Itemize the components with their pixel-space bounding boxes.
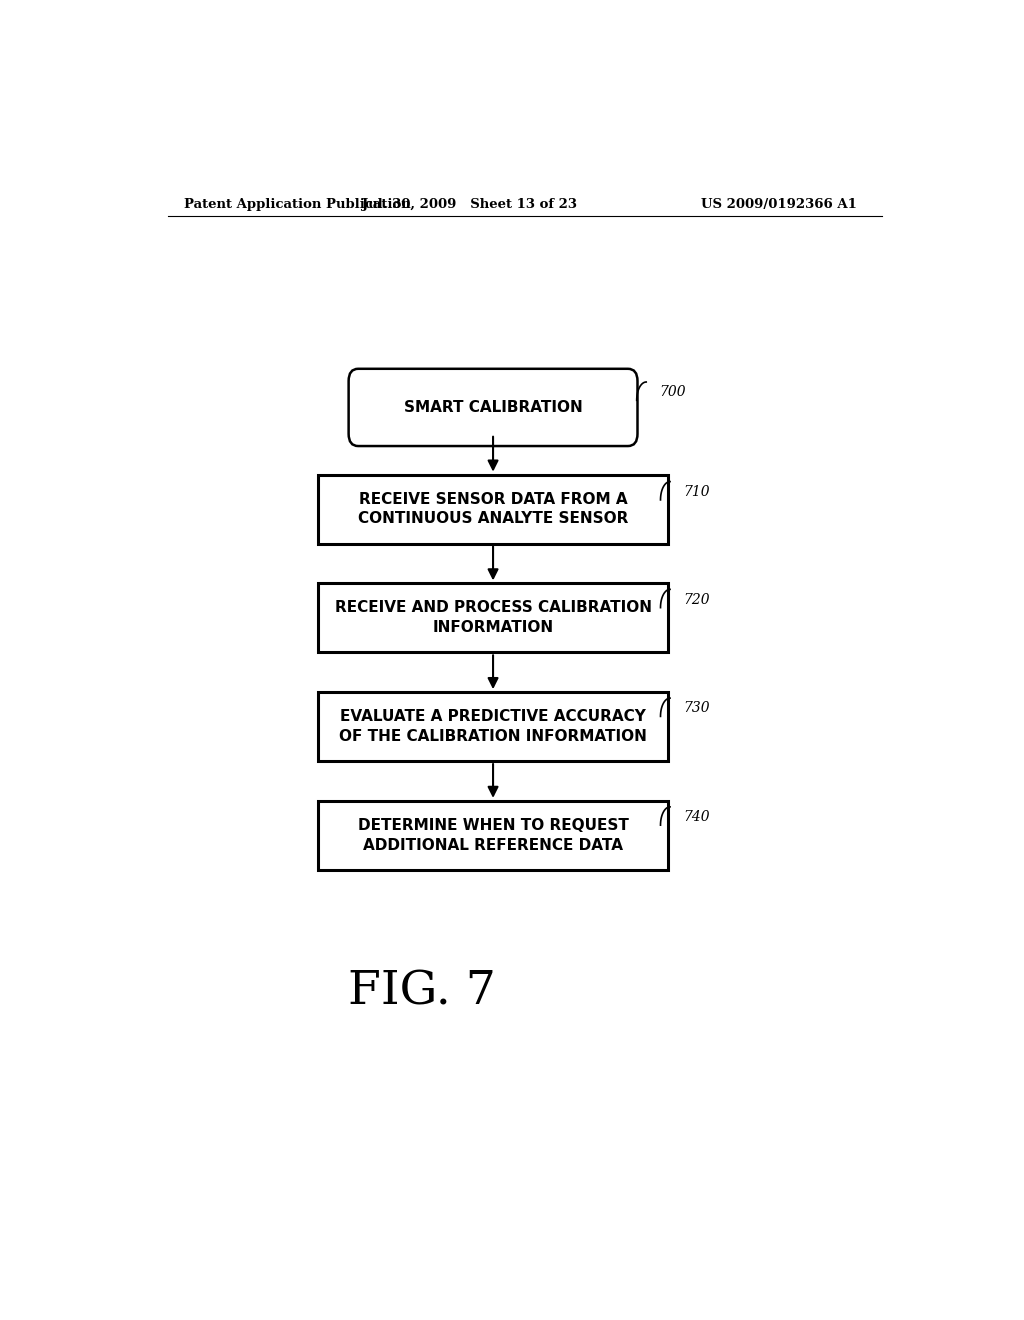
Text: 730: 730 xyxy=(684,701,711,715)
Text: Jul. 30, 2009   Sheet 13 of 23: Jul. 30, 2009 Sheet 13 of 23 xyxy=(361,198,577,211)
Text: SMART CALIBRATION: SMART CALIBRATION xyxy=(403,400,583,414)
Text: RECEIVE SENSOR DATA FROM A
CONTINUOUS ANALYTE SENSOR: RECEIVE SENSOR DATA FROM A CONTINUOUS AN… xyxy=(357,491,629,527)
FancyBboxPatch shape xyxy=(318,474,668,544)
FancyBboxPatch shape xyxy=(318,583,668,652)
Text: 710: 710 xyxy=(684,484,711,499)
FancyBboxPatch shape xyxy=(318,692,668,762)
Text: FIG. 7: FIG. 7 xyxy=(348,969,496,1015)
Text: RECEIVE AND PROCESS CALIBRATION
INFORMATION: RECEIVE AND PROCESS CALIBRATION INFORMAT… xyxy=(335,601,651,635)
Text: 720: 720 xyxy=(684,593,711,606)
Text: EVALUATE A PREDICTIVE ACCURACY
OF THE CALIBRATION INFORMATION: EVALUATE A PREDICTIVE ACCURACY OF THE CA… xyxy=(339,709,647,744)
Text: 700: 700 xyxy=(659,385,686,399)
FancyBboxPatch shape xyxy=(348,368,638,446)
Text: Patent Application Publication: Patent Application Publication xyxy=(183,198,411,211)
Text: DETERMINE WHEN TO REQUEST
ADDITIONAL REFERENCE DATA: DETERMINE WHEN TO REQUEST ADDITIONAL REF… xyxy=(357,818,629,853)
FancyBboxPatch shape xyxy=(318,801,668,870)
Text: 740: 740 xyxy=(684,810,711,824)
Text: US 2009/0192366 A1: US 2009/0192366 A1 xyxy=(700,198,857,211)
